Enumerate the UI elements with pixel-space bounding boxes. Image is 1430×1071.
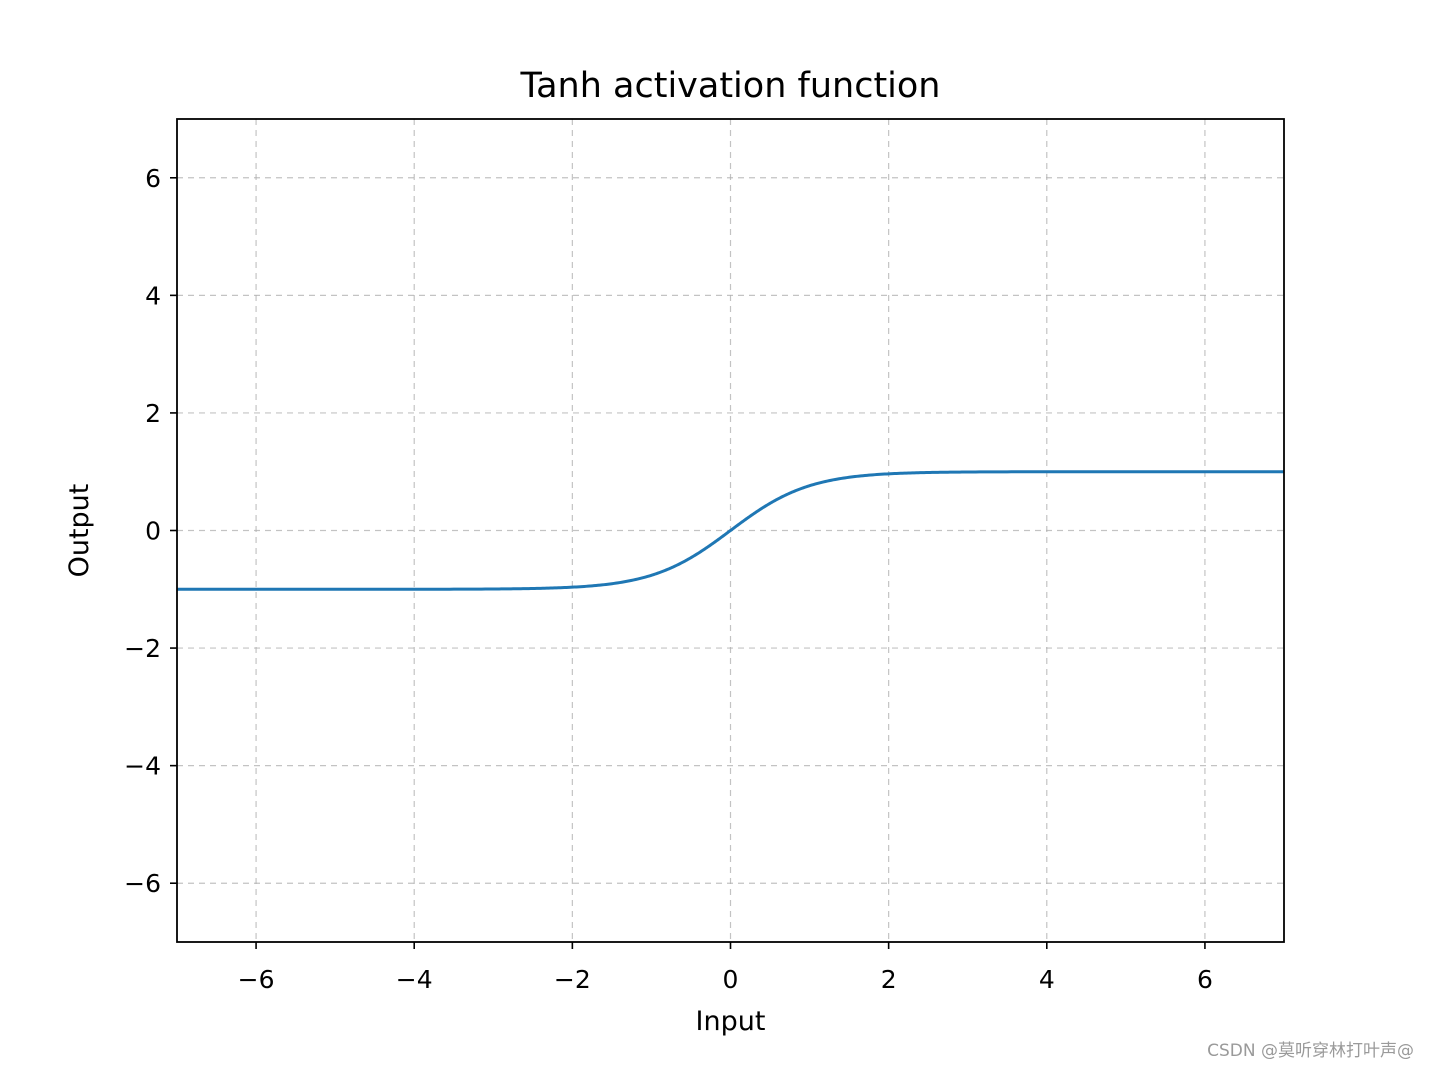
x-tick-label: −4 bbox=[396, 965, 433, 994]
chart-title: Tanh activation function bbox=[520, 66, 941, 106]
x-tick-label: 2 bbox=[881, 965, 897, 994]
watermark-text: CSDN @莫听穿林打叶声@ bbox=[1207, 1041, 1414, 1061]
y-tick-label: −6 bbox=[124, 869, 161, 898]
y-tick-label: 6 bbox=[145, 164, 161, 193]
y-tick-label: 0 bbox=[145, 517, 161, 546]
curve-layer bbox=[177, 470, 1284, 591]
y-tick-label: −2 bbox=[124, 634, 161, 663]
x-tick-label: 0 bbox=[723, 965, 739, 994]
y-axis-label: Output bbox=[64, 484, 95, 578]
series-line-0 bbox=[177, 470, 1284, 591]
y-tick-label: −4 bbox=[124, 752, 161, 781]
x-tick-label: 6 bbox=[1197, 965, 1213, 994]
x-tick-label: 4 bbox=[1039, 965, 1055, 994]
tick-layer: −6 −4 −2 0 2 4 6 −6 −4 −2 0 2 4 6 bbox=[124, 164, 1213, 994]
x-tick-label: −6 bbox=[238, 965, 275, 994]
x-tick-label: −2 bbox=[554, 965, 591, 994]
y-tick-label: 4 bbox=[145, 281, 161, 310]
x-axis-label: Input bbox=[696, 1006, 766, 1037]
grid-layer bbox=[177, 119, 1284, 942]
y-tick-label: 2 bbox=[145, 399, 161, 428]
